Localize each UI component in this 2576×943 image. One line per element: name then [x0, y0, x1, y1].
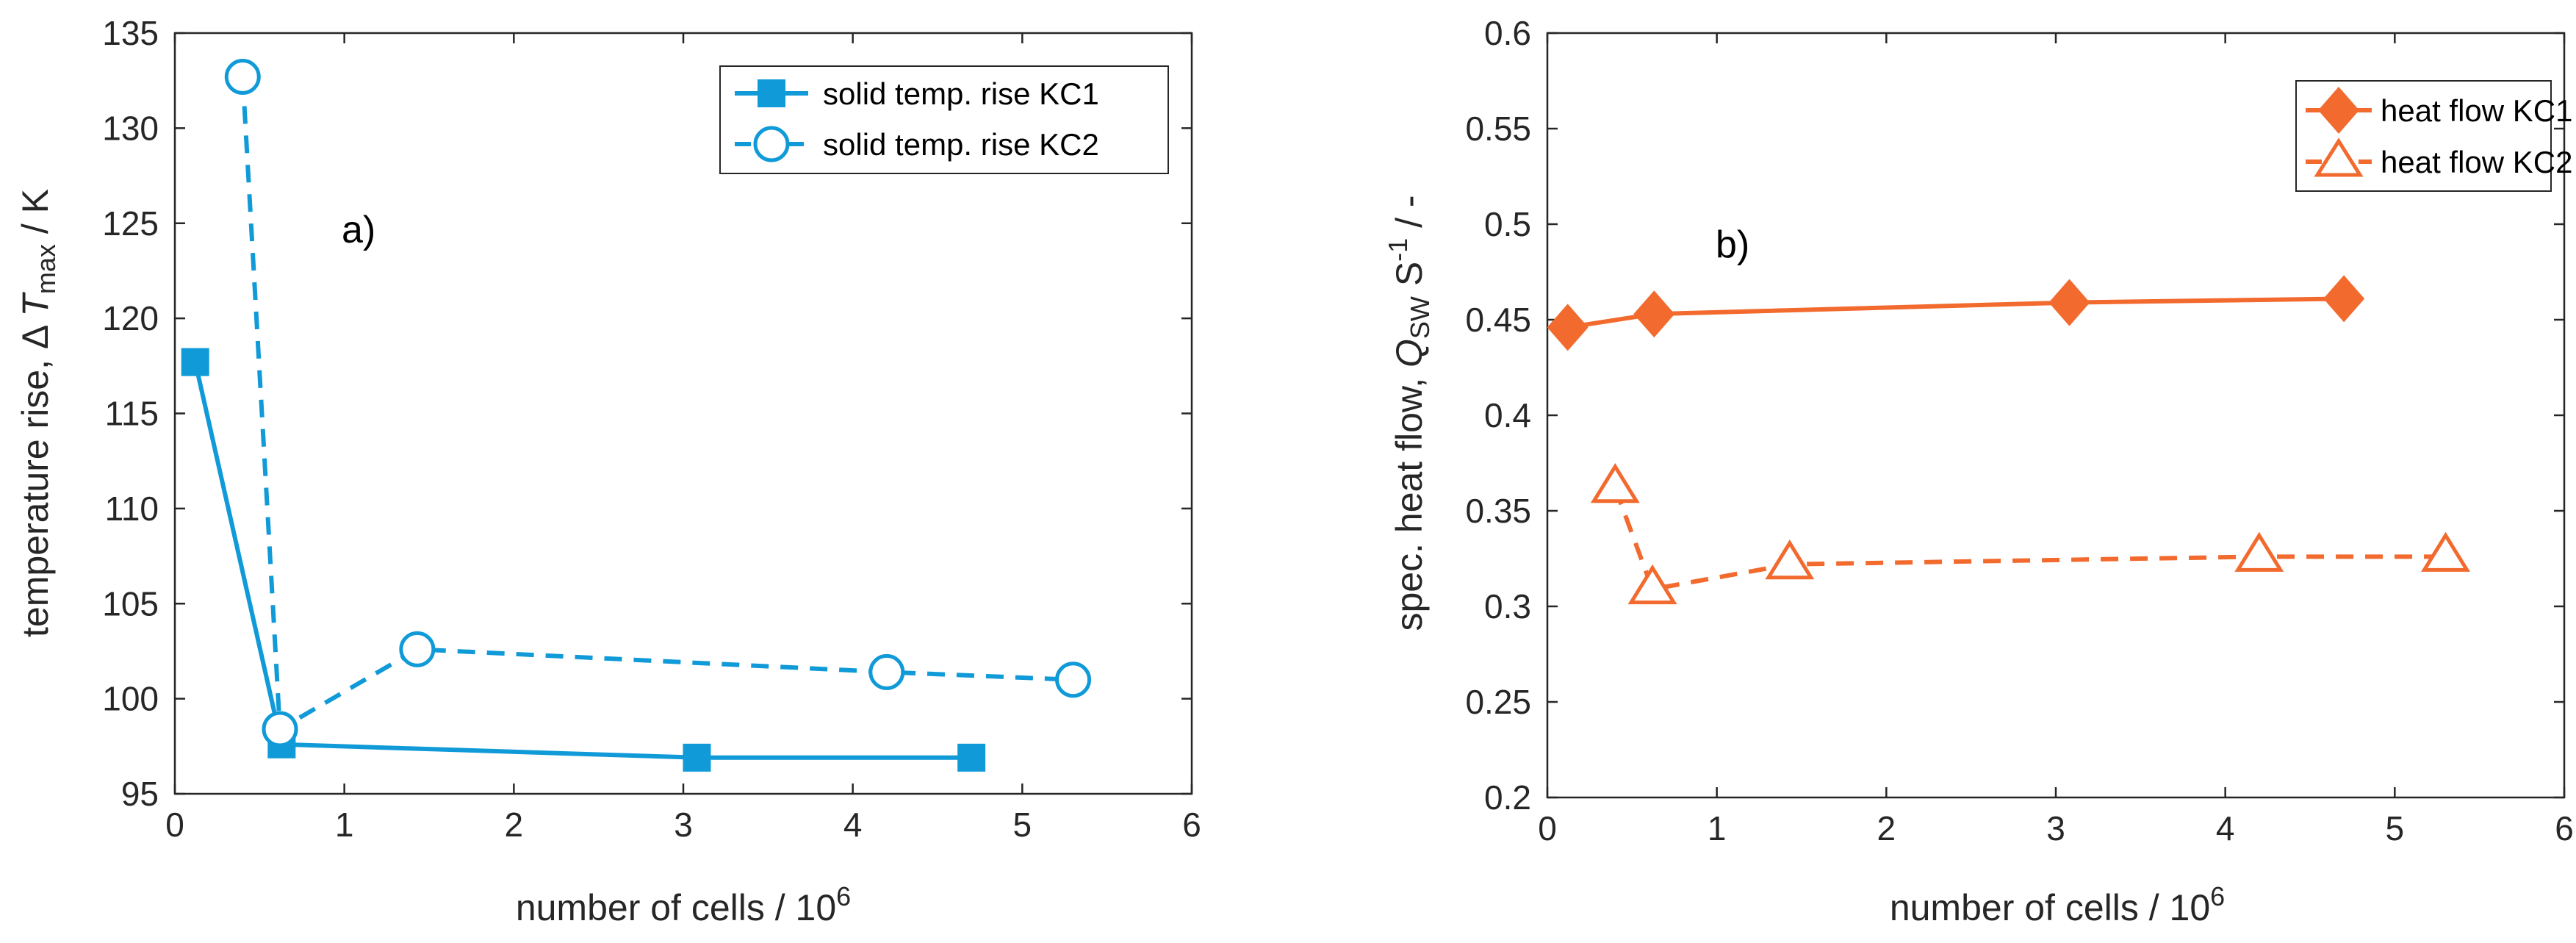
chart-a-x-tick-label: 3 [674, 806, 693, 844]
chart-b-y-tick-label: 0.55 [1465, 110, 1531, 148]
chart-b-x-tick-label: 5 [2386, 809, 2405, 847]
chart-a-legend-label-kc2: solid temp. rise KC2 [823, 127, 1099, 162]
chart-a-legend-item-kc1: solid temp. rise KC1 [735, 76, 1099, 111]
chart-a-legend-label-kc1: solid temp. rise KC1 [823, 76, 1099, 111]
chart-a-series-2-point [868, 653, 905, 690]
chart-b-series-1-point [1547, 304, 1589, 351]
chart-b-x-tick-label: 3 [2046, 809, 2065, 847]
chart-b-y-axis-label: spec. heat flow, QSW S-1 / - [1383, 195, 1435, 631]
chart-b-y-tick-label: 0.6 [1484, 14, 1531, 52]
chart-b-legend-label-kc2: heat flow KC2 [2381, 145, 2572, 179]
chart-a-series-2-point [399, 631, 436, 667]
chart-b-y-tick-label: 0.5 [1484, 205, 1531, 243]
chart-b-y-tick-label: 0.2 [1484, 778, 1531, 817]
chart-a-series [181, 59, 1092, 772]
chart-a-x-tick-label: 1 [335, 806, 354, 844]
chart-b-annotation: b) [1716, 223, 1749, 266]
chart-a-y-tick-label: 105 [102, 584, 159, 623]
chart-b-series-1-point [1633, 290, 1675, 338]
chart-b-series-2-point [1590, 463, 1640, 503]
chart-b-y-tick-label: 0.45 [1465, 301, 1531, 339]
chart-a-series-1-point [957, 743, 986, 772]
chart-b-series-line-1 [1567, 296, 2345, 330]
chart-a-x-tick-label: 4 [843, 806, 863, 844]
chart-b-series-1-point [2323, 275, 2365, 323]
chart-a-x-tick-label: 5 [1013, 806, 1032, 844]
chart-a-series-1-point [181, 348, 209, 376]
chart-a-ticks: 0 1 2 3 4 5 6 95 100 105 110 115 120 125 130 135 [102, 14, 1201, 844]
chart-a-y-tick-label: 125 [102, 204, 159, 243]
chart-a-legend-item-kc2: solid temp. rise KC2 [735, 126, 1099, 162]
chart-a-legend-marker-square [758, 79, 785, 107]
chart-a-series-2-point [1055, 661, 1092, 698]
chart-b-legend-marker-diamond [2318, 87, 2359, 134]
chart-b-series-2-point [1627, 564, 1677, 605]
chart-a-series-line-1 [193, 361, 972, 760]
chart-b-legend: heat flow KC1 heat flow KC2 [2295, 80, 2572, 192]
chart-b-legend-marker-triangle [2314, 137, 2364, 177]
chart-a-x-tick-label: 6 [1182, 806, 1201, 844]
chart-a-legend: solid temp. rise KC1 solid temp. rise KC… [719, 65, 1169, 174]
chart-b-y-tick-label: 0.3 [1484, 587, 1531, 625]
chart-a-annotation: a) [342, 209, 375, 251]
chart-b-x-tick-label: 2 [1877, 809, 1896, 847]
chart-a: 0 1 2 3 4 5 6 95 100 105 110 115 120 125 130 135 a) num… [15, 14, 1201, 928]
chart-a-x-tick-label: 0 [165, 806, 184, 844]
chart-a-x-tick-label: 2 [505, 806, 524, 844]
chart-b-legend-item-kc1: heat flow KC1 [2306, 87, 2572, 134]
chart-b-series-2-point [2234, 531, 2284, 572]
chart-b-ticks: 0 1 2 3 4 5 6 0.2 0.25 0.3 0.35 0.4 0.45 0.5 0.55 0.6 [1465, 14, 2573, 847]
chart-b-legend-label-kc1: heat flow KC1 [2381, 93, 2572, 128]
chart-a-series-1-point [683, 743, 711, 772]
chart-a-y-axis-label: temperature rise, Δ Tmax / K [15, 189, 61, 637]
chart-a-series-2-point [262, 711, 298, 747]
chart-b-series-2-point [2421, 531, 2471, 572]
chart-b-legend-item-kc2: heat flow KC2 [2306, 137, 2572, 179]
chart-a-y-tick-label: 120 [102, 299, 159, 337]
chart-b-x-tick-label: 0 [1538, 809, 1557, 847]
chart-a-y-tick-label: 100 [102, 680, 159, 718]
chart-a-legend-box [719, 65, 1169, 174]
chart-b: 0 1 2 3 4 5 6 0.2 0.25 0.3 0.35 0.4 0.45 0.5 0.55 0.6 b… [1383, 14, 2574, 928]
chart-b-series [1547, 275, 2471, 605]
chart-a-y-tick-label: 110 [105, 490, 159, 528]
chart-b-x-tick-label: 1 [1708, 809, 1727, 847]
chart-a-y-tick-label: 130 [102, 109, 159, 147]
chart-b-x-tick-label: 4 [2216, 809, 2235, 847]
chart-a-x-axis-label: number of cells / 106 [516, 881, 851, 928]
chart-b-x-axis-label: number of cells / 106 [1890, 881, 2225, 928]
chart-b-y-tick-label: 0.25 [1465, 683, 1531, 721]
chart-a-y-tick-label: 115 [105, 395, 159, 433]
chart-b-series-2-point [1765, 539, 1815, 580]
chart-b-x-tick-label: 6 [2555, 809, 2574, 847]
chart-a-y-tick-label: 95 [121, 775, 159, 813]
chart-b-y-tick-label: 0.35 [1465, 492, 1531, 530]
chart-a-series-2-point [224, 59, 261, 96]
chart-b-series-1-point [2048, 279, 2090, 326]
chart-a-y-tick-label: 135 [102, 14, 159, 52]
chart-a-legend-marker-circle [753, 126, 790, 162]
chart-b-y-tick-label: 0.4 [1484, 396, 1531, 434]
